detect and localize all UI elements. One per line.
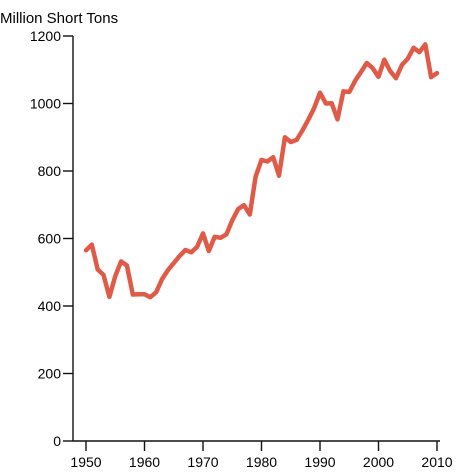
y-axis-unit-label: Million Short Tons	[0, 10, 118, 27]
y-axis: 0 200 400 600 800 1000 1200	[30, 28, 73, 449]
y-tick-label: 1200	[30, 28, 61, 44]
x-tick-label: 1960	[129, 454, 160, 470]
x-tick-label: 1950	[70, 454, 101, 470]
x-tick-label: 2010	[421, 454, 452, 470]
x-tick-label: 1970	[187, 454, 218, 470]
y-tick-label: 200	[38, 366, 62, 382]
y-tick-label: 1000	[30, 96, 61, 112]
series-line	[83, 42, 440, 300]
x-tick-label: 1990	[304, 454, 335, 470]
x-axis: 1950 1960 1970 1980 1990 2000 2010	[70, 441, 453, 470]
y-tick-label: 800	[38, 163, 62, 179]
x-tick-label: 2000	[363, 454, 394, 470]
y-tick-label: 400	[38, 298, 62, 314]
y-tick-label: 600	[38, 231, 62, 247]
x-tick-label: 1980	[246, 454, 277, 470]
y-tick-label: 0	[53, 433, 61, 449]
